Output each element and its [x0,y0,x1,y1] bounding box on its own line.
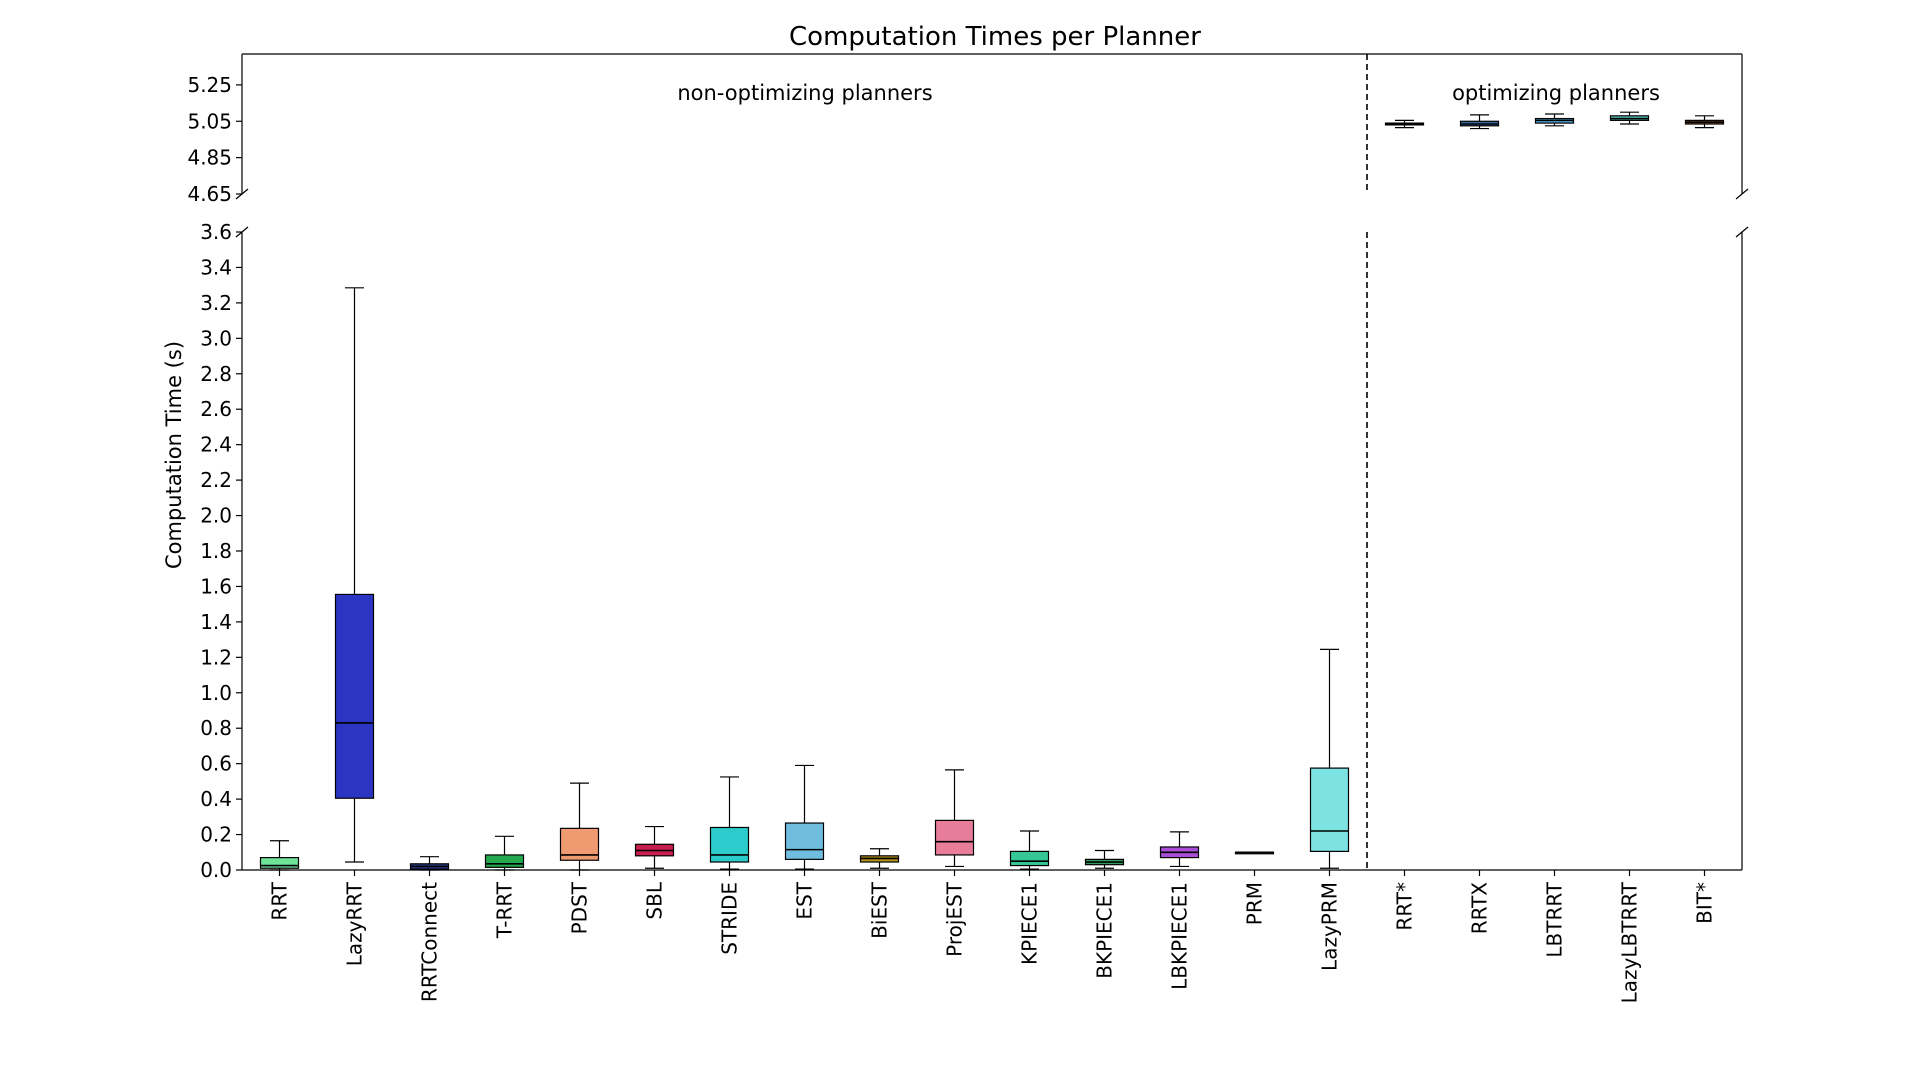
y-tick-label: 2.4 [200,433,232,457]
y-tick-label: 5.25 [187,73,232,97]
y-tick-label: 1.0 [200,681,232,705]
box-prm [1234,851,1275,855]
y-tick-label: 0.6 [200,752,232,776]
x-tick-label: BKPIECE1 [1093,882,1117,979]
x-tick-label: LBTRRT [1543,881,1567,957]
box-est [784,764,825,870]
box-bkpiece1 [1084,849,1125,869]
box-rrtx [1459,114,1500,130]
box-t-rrt [484,835,525,871]
y-tick-label: 1.2 [200,645,232,669]
group-label-non-optimizing: non-optimizing planners [677,81,932,105]
x-tick-label: RRT* [1393,882,1417,931]
y-tick-label: 0.0 [200,858,232,882]
box-iqr [334,593,375,799]
box-rrtconnect [409,856,450,871]
y-tick-label: 3.6 [200,220,232,244]
box-iqr [484,854,525,868]
x-tick-label: BIT* [1693,882,1717,924]
lower-axis-panel: 0.0 0.2 0.4 0.6 0.8 1.0 1.2 1.4 1.6 1.8 2.0 2.2 2.4 2… [200,220,1749,882]
x-tick-label: RRTConnect [418,882,442,1002]
box-sbl [634,825,675,869]
box-iqr [1309,767,1350,852]
x-tick-label: KPIECE1 [1018,882,1042,965]
y-tick-label: 1.8 [200,539,232,563]
box-iqr [709,826,750,863]
box-rrt- [1384,119,1425,129]
y-tick-label: 1.4 [200,610,232,634]
x-tick-label: SBL [643,881,667,919]
y-tick-label: 4.85 [187,146,232,170]
x-tick-label: RRT [268,881,292,920]
x-tick-label: RRTX [1468,882,1492,935]
y-tick-label: 3.4 [200,255,232,279]
x-tick-label: ProjEST [943,881,967,957]
box-stride [709,776,750,870]
x-tick-label: LazyPRM [1318,882,1342,971]
box-pdst [559,782,600,871]
y-tick-label: 0.4 [200,787,232,811]
axis-break-mark [1735,226,1749,238]
upper-axis-panel: 4.65 4.85 5.05 5.25 [187,53,1749,206]
x-tick-label: LBKPIECE1 [1168,882,1192,990]
box-iqr [784,822,825,860]
y-axis-label: Computation Time (s) [162,341,186,569]
box-biest [859,848,900,869]
y-tick-label: 2.2 [200,468,232,492]
y-tick-label: 4.65 [187,182,232,206]
x-tick-label: LazyRRT [343,881,367,966]
y-tick-label: 3.2 [200,291,232,315]
group-label-optimizing: optimizing planners [1452,81,1660,105]
box-rrt [259,840,300,871]
box-lazyprm [1309,648,1350,869]
x-tick-label: T-RRT [493,881,517,939]
chart-title: Computation Times per Planner [789,22,1201,52]
y-tick-label: 0.8 [200,716,232,740]
y-tick-label: 2.6 [200,397,232,421]
x-tick-label: STRIDE [718,882,742,955]
y-tick-label: 5.05 [187,109,232,133]
box-kpiece1 [1009,830,1050,870]
y-tick-label: 0.2 [200,823,232,847]
y-tick-label: 3.0 [200,326,232,350]
box-lbtrrt [1534,113,1575,127]
x-tick-label: LazyLBTRRT [1618,881,1642,1003]
box-iqr [259,856,300,869]
y-tick-label: 2.0 [200,504,232,528]
box-bit- [1684,115,1725,129]
box-lazyrrt [334,287,375,863]
x-tick-label: BiEST [868,881,892,939]
x-tick-label: PDST [568,881,592,934]
box-lazylbtrrt [1609,111,1650,125]
box-projest [934,769,975,868]
x-tick-label: EST [793,881,817,919]
y-tick-label: 2.8 [200,362,232,386]
box-iqr [1009,850,1050,867]
box-lbkpiece1 [1159,831,1200,868]
x-tick-labels: RRT LazyRRT RRTConnect T-RRT PDST SBL STRIDE ES… [268,870,1717,1003]
x-tick-label: PRM [1243,882,1267,925]
box-iqr [934,819,975,856]
axis-break-mark [1735,188,1749,200]
y-tick-label: 1.6 [200,574,232,598]
